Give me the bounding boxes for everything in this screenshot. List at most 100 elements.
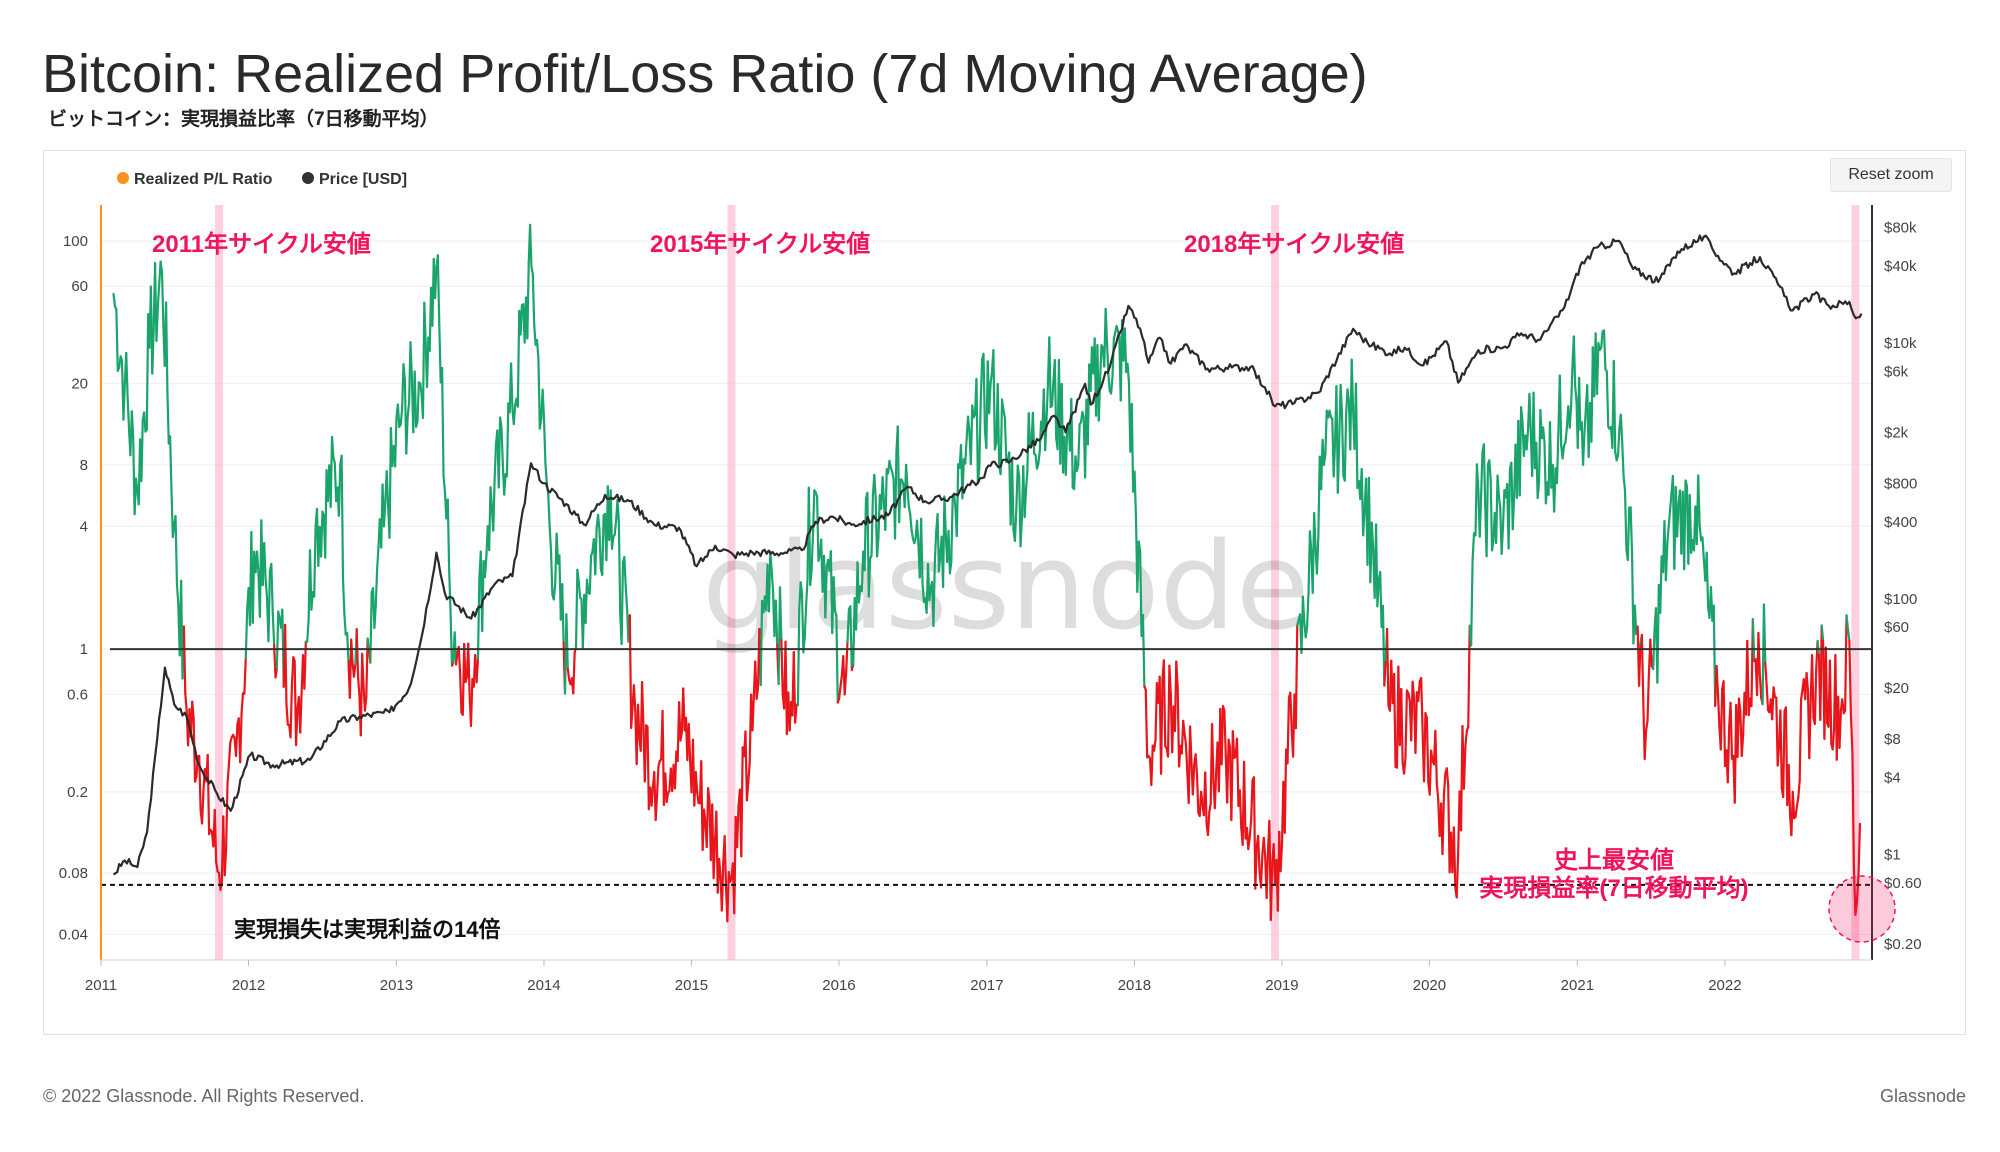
ratio-segment-profit (1564, 426, 1568, 444)
ratio-segment-profit (1558, 374, 1563, 447)
ratio-segment-profit (393, 415, 398, 468)
ratio-segment-profit (505, 402, 510, 478)
ratio-segment-profit (112, 292, 117, 308)
ratio-segment-loss (1283, 748, 1288, 834)
ratio-segment-loss (200, 789, 205, 825)
ratio-segment-loss (356, 676, 361, 697)
ratio-segment-loss (1715, 664, 1720, 696)
left-tick-label: 100 (63, 233, 88, 250)
ratio-segment-loss (1719, 687, 1724, 751)
ratio-segment-loss (463, 643, 467, 684)
ratio-segment-profit (1574, 384, 1578, 402)
left-tick-label: 0.2 (67, 784, 88, 801)
ratio-segment-loss (1183, 732, 1188, 746)
legend-item-price[interactable]: Price [USD] (302, 171, 407, 188)
ratio-segment-loss (365, 637, 369, 699)
ratio-segment-loss (1414, 691, 1418, 755)
ratio-segment-profit (1003, 416, 1008, 464)
ratio-segment-profit (481, 559, 485, 633)
ratio-segment-loss (844, 640, 849, 676)
annotation-loss-note: 実現損失は実現利益の14倍 (234, 917, 500, 942)
ratio-segment-profit (1705, 551, 1710, 609)
ratio-segment-profit (1322, 452, 1327, 466)
ratio-segment-profit (1626, 506, 1631, 562)
ratio-segment-profit (493, 442, 498, 481)
annotation-record-low-2: 実現損益率(7日移動平均) (1479, 874, 1748, 902)
ratio-segment-profit (528, 223, 533, 268)
ratio-segment-loss (751, 694, 755, 732)
footer-brand: Glassnode (1879, 1086, 1966, 1106)
ratio-segment-profit (955, 463, 960, 538)
legend[interactable]: Realized P/L Ratio Price [USD] (117, 171, 407, 188)
ratio-segment-profit (409, 341, 413, 379)
ratio-segment-loss (1176, 686, 1181, 768)
ratio-segment-loss (723, 835, 728, 887)
ratio-segment-profit (1622, 475, 1627, 492)
ratio-segment-loss (239, 711, 243, 764)
ratio-segment-loss (694, 770, 699, 793)
ratio-segment-profit (1845, 614, 1850, 631)
ratio-segment-loss (636, 703, 641, 740)
ratio-segment-loss (458, 671, 463, 714)
ratio-segment-loss (1844, 614, 1848, 712)
ratio-segment-loss (1206, 811, 1211, 837)
legend-item-ratio[interactable]: Realized P/L Ratio (117, 171, 273, 188)
ratio-segment-profit (1037, 450, 1041, 466)
ratio-segment-profit (1595, 342, 1600, 395)
ratio-segment-profit (881, 476, 886, 504)
ratio-segment-profit (565, 613, 569, 671)
ratio-segment-profit (405, 414, 409, 455)
ratio-segment-profit (267, 569, 272, 643)
ratio-segment-profit (1478, 494, 1483, 538)
ratio-segment-profit (1583, 408, 1587, 434)
ratio-segment-profit (1816, 639, 1821, 657)
ratio-segment-loss (1758, 672, 1763, 699)
ratio-segment-loss (1182, 719, 1186, 735)
left-tick-label: 8 (80, 457, 88, 474)
ratio-segment-loss (1828, 659, 1833, 745)
ratio-segment-profit (1332, 441, 1337, 478)
ratio-segment-profit (369, 591, 373, 664)
ratio-segment-loss (1772, 686, 1777, 699)
ratio-segment-profit (975, 377, 979, 485)
ratio-segment-loss (1855, 874, 1860, 903)
ratio-segment-loss (361, 652, 365, 688)
ratio-segment-profit (330, 435, 335, 459)
ratio-segment-profit (624, 584, 629, 611)
ratio-segment-profit (799, 581, 804, 595)
ratio-segment-loss (274, 667, 278, 679)
ratio-segment-profit (1577, 376, 1582, 431)
ratio-segment-profit (884, 468, 888, 531)
ratio-segment-loss (1226, 738, 1230, 804)
x-tick-label: 2022 (1708, 977, 1741, 994)
ratio-segment-profit (263, 541, 267, 581)
ratio-segment-profit (888, 459, 892, 470)
ratio-segment-loss (1848, 639, 1852, 717)
ratio-segment-loss (355, 628, 360, 679)
ratio-segment-profit (122, 382, 126, 421)
ratio-segment-profit (1301, 595, 1306, 624)
ratio-segment-loss (352, 663, 357, 678)
ratio-segment-profit (126, 396, 131, 431)
ratio-segment-profit (875, 537, 880, 558)
ratio-segment-profit (906, 486, 910, 508)
ratio-segment-profit (576, 568, 580, 583)
ratio-segment-profit (1328, 409, 1332, 419)
ratio-segment-profit (909, 513, 913, 531)
reset-zoom-button[interactable]: Reset zoom (1830, 158, 1952, 192)
ratio-segment-loss (687, 722, 692, 763)
ratio-segment-loss (243, 656, 247, 695)
ratio-segment-profit (992, 349, 996, 451)
ratio-segment-profit (616, 498, 620, 523)
ratio-segment-profit (1536, 480, 1541, 500)
ratio-segment-profit (1820, 624, 1825, 642)
right-tick-label: $1 (1884, 847, 1901, 864)
ratio-segment-loss (1810, 654, 1815, 719)
ratio-segment-profit (1616, 427, 1621, 457)
ratio-segment-profit (1370, 521, 1375, 553)
ratio-segment-loss (1854, 900, 1859, 916)
ratio-segment-profit (310, 591, 314, 611)
ratio-segment-profit (1123, 327, 1128, 374)
ratio-segment-loss (1787, 763, 1792, 816)
